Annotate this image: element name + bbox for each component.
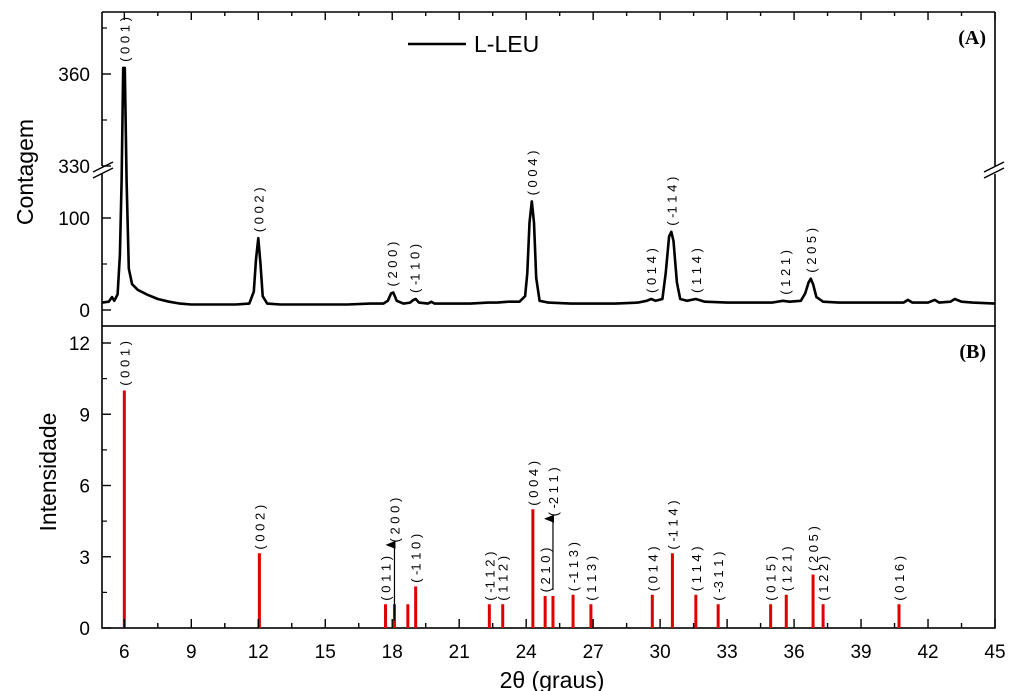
x-tick-label: 36 — [784, 642, 805, 663]
bar-label: ( 1 2 2 ) — [816, 556, 831, 601]
bar-label: ( -1 1 2 ) — [482, 552, 497, 601]
bar-label: ( 0 1 6 ) — [892, 556, 907, 601]
x-tick-label: 6 — [119, 642, 130, 663]
panel-b-plot: ( 0 0 1 ) ( 0 0 2 ) ( 0 1 1 ) ( 2 0 0 ) ( -1… — [117, 341, 907, 628]
legend: L-LEU — [408, 31, 539, 57]
series-line-l-leu — [101, 66, 996, 306]
bar-label: ( -3 1 1 ) — [711, 552, 726, 601]
x-tick-label: 39 — [850, 642, 871, 663]
peak-label: ( 0 0 4 ) — [525, 151, 540, 196]
y-tick-label-b: 9 — [79, 405, 90, 426]
bar-label: ( 0 1 4 ) — [645, 546, 660, 591]
panel-b-tag: (B) — [959, 341, 986, 363]
x-tick-label: 24 — [516, 642, 538, 663]
panel-b-frame — [101, 325, 996, 629]
bar-label: ( 0 0 1 ) — [117, 341, 132, 386]
y-tick-label-b: 3 — [79, 548, 90, 569]
peak-label: ( 1 1 4 ) — [689, 248, 704, 293]
y-tick-label-b: 6 — [79, 477, 90, 498]
peak-label: ( 2 0 5 ) — [804, 228, 819, 273]
y-axis-title-b: Intensidade — [35, 413, 61, 532]
panel-a-frame — [101, 11, 996, 326]
y-tick-label-b: 0 — [79, 619, 90, 640]
x-tick-label: 21 — [449, 642, 470, 663]
y-tick-label-a: 0 — [79, 301, 90, 322]
x-tick-label: 15 — [315, 642, 336, 663]
panel-a-tag: (A) — [958, 27, 986, 49]
x-tick-label: 9 — [186, 642, 197, 663]
peak-label: ( 0 1 4 ) — [644, 248, 659, 293]
y-tick-label-a: 360 — [58, 65, 90, 86]
peak-label: ( 2 0 0 ) — [385, 242, 400, 287]
peak-label: ( 0 0 2 ) — [251, 187, 266, 232]
peak-label: ( 1 2 1 ) — [778, 250, 793, 295]
panel-a-plot: ( 0 0 1 ) ( 0 0 2 ) ( 2 0 0 ) ( -1 1 0 ) ( 0… — [101, 17, 996, 306]
y-axis-title-a: Contagem — [12, 119, 38, 225]
bar-label: ( -1 1 4 ) — [665, 500, 680, 549]
bar-label: ( 0 0 2 ) — [252, 505, 267, 550]
y-tick-label-a: 330 — [58, 157, 90, 178]
bar-label: ( 0 1 1 ) — [379, 556, 394, 601]
x-tick-label: 45 — [984, 642, 1005, 663]
bar-label: ( 2 0 5 ) — [806, 526, 821, 571]
x-tick-label: 18 — [382, 642, 403, 663]
bar-label: ( 0 1 5 ) — [764, 556, 779, 601]
x-tick-label: 42 — [917, 642, 938, 663]
bar-label: ( 0 0 4 ) — [526, 461, 541, 506]
x-tick-label: 33 — [717, 642, 738, 663]
peak-label: ( -1 1 4 ) — [664, 177, 679, 226]
x-tick-label: 27 — [583, 642, 604, 663]
peak-label: ( 0 0 1 ) — [117, 17, 132, 62]
y-tick-label-b: 12 — [69, 334, 90, 355]
bar-label: ( 2 1 0 ) — [538, 548, 553, 593]
axis-break-marks — [92, 161, 1005, 179]
legend-label: L-LEU — [474, 31, 539, 57]
axes-ticks: 6 9 12 15 18 21 24 27 30 33 36 39 42 4503691201003303… — [58, 12, 1006, 663]
bar-label: ( 1 1 4 ) — [689, 546, 704, 591]
peak-label: ( -1 1 0 ) — [408, 244, 423, 293]
bar-label: ( 2 0 0 ) — [388, 498, 403, 543]
bar-label: ( 1 1 3 ) — [584, 556, 599, 601]
bar-label: ( 1 1 2 ) — [496, 556, 511, 601]
y-tick-label-a: 100 — [58, 209, 90, 230]
bar-label: ( -1 1 3 ) — [566, 542, 581, 591]
x-axis-title: 2θ (graus) — [500, 667, 605, 691]
x-tick-label: 30 — [650, 642, 671, 663]
x-tick-label: 12 — [248, 642, 269, 663]
bar-label: ( -2 1 1 ) — [546, 467, 561, 516]
bar-label: ( -1 1 0 ) — [409, 534, 424, 583]
bar-label: ( 1 2 1 ) — [779, 546, 794, 591]
